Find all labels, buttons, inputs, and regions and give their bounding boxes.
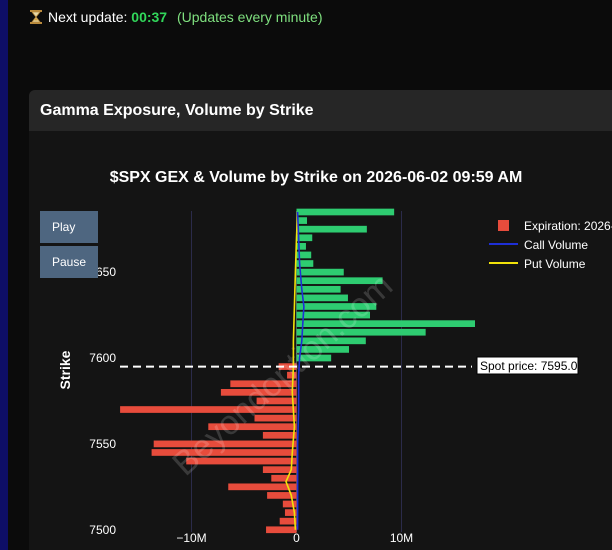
- gex-bar: [220, 389, 297, 396]
- hourglass-icon: [30, 10, 42, 24]
- update-label: Next update:: [48, 9, 128, 25]
- gex-bar: [271, 474, 297, 482]
- gex-bar: [208, 423, 297, 431]
- gex-bar: [228, 483, 297, 491]
- play-button[interactable]: Play: [40, 211, 98, 243]
- gex-bar: [296, 354, 332, 362]
- y-tick-label: 7550: [89, 437, 116, 451]
- gex-bar: [296, 225, 367, 233]
- x-tick-label: −10M: [176, 531, 206, 545]
- gex-bar: [296, 303, 377, 310]
- gex-bar: [186, 457, 297, 465]
- gex-bar: [120, 406, 297, 413]
- gex-bar: [296, 285, 341, 293]
- left-edge-stripe: [0, 0, 8, 550]
- chart-title: $SPX GEX & Volume by Strike on 2026-06-0…: [109, 169, 523, 186]
- gex-bar: [266, 526, 297, 534]
- gex-bar: [153, 440, 297, 448]
- gex-bar: [151, 449, 297, 456]
- y-tick-label: 7600: [89, 351, 116, 365]
- gex-bar: [256, 397, 297, 405]
- x-tick-label: 10M: [390, 531, 413, 545]
- gex-bar: [296, 243, 306, 250]
- gex-bar: [296, 268, 344, 276]
- gex-bar: [296, 260, 314, 267]
- gex-bar: [284, 509, 297, 516]
- call-volume-line: [296, 211, 305, 530]
- update-status: Next update: 00:37 (Updates every minute…: [30, 7, 323, 27]
- put-volume-line: [285, 211, 299, 530]
- gex-bar: [267, 492, 297, 499]
- countdown-timer: 00:37: [131, 9, 168, 25]
- gex-bar: [296, 328, 426, 336]
- gex-bars: [120, 208, 475, 534]
- gex-bar: [296, 277, 383, 285]
- gex-bar: [296, 234, 313, 242]
- gex-bar: [296, 294, 348, 302]
- y-axis-label: Strike: [57, 350, 73, 389]
- gex-bar: [282, 500, 297, 508]
- gex-bar: [296, 346, 349, 353]
- legend-label-call: Call Volume: [524, 238, 588, 252]
- gex-bar: [296, 208, 395, 216]
- gex-bar: [296, 337, 366, 345]
- gex-bar: [230, 380, 297, 388]
- gex-bar: [262, 466, 297, 473]
- spot-price-annotation: Spot price: 7595.0: [476, 356, 579, 375]
- gex-bar: [296, 311, 370, 319]
- y-tick-label: 7500: [89, 523, 116, 537]
- panel-header: Gamma Exposure, Volume by Strike: [29, 90, 612, 131]
- spot-price-label: Spot price: 7595.0: [480, 359, 578, 373]
- update-interval-note: (Updates every minute): [176, 9, 323, 25]
- legend-label-expiration: Expiration: 2026-: [524, 219, 612, 233]
- pause-button[interactable]: Pause: [40, 246, 98, 278]
- gex-bar: [278, 363, 297, 370]
- spot-price-label-box: [476, 356, 579, 375]
- gex-bar: [262, 431, 297, 439]
- x-tick-label: 0: [293, 531, 300, 545]
- gex-bar: [296, 217, 307, 224]
- x-axis-ticks: −10M 0 10M: [176, 531, 413, 545]
- gex-bar: [296, 251, 312, 259]
- gex-bar: [279, 517, 297, 525]
- legend: Expiration: 2026- Call Volume Put Volume: [489, 219, 612, 271]
- gex-bar: [287, 371, 297, 379]
- legend-swatch-expiration: [498, 220, 509, 231]
- gex-bar: [296, 320, 475, 327]
- gex-bar: [254, 414, 297, 422]
- panel-title: Gamma Exposure, Volume by Strike: [40, 102, 314, 119]
- gex-panel: Gamma Exposure, Volume by Strike: [29, 90, 612, 550]
- legend-label-put: Put Volume: [524, 257, 586, 271]
